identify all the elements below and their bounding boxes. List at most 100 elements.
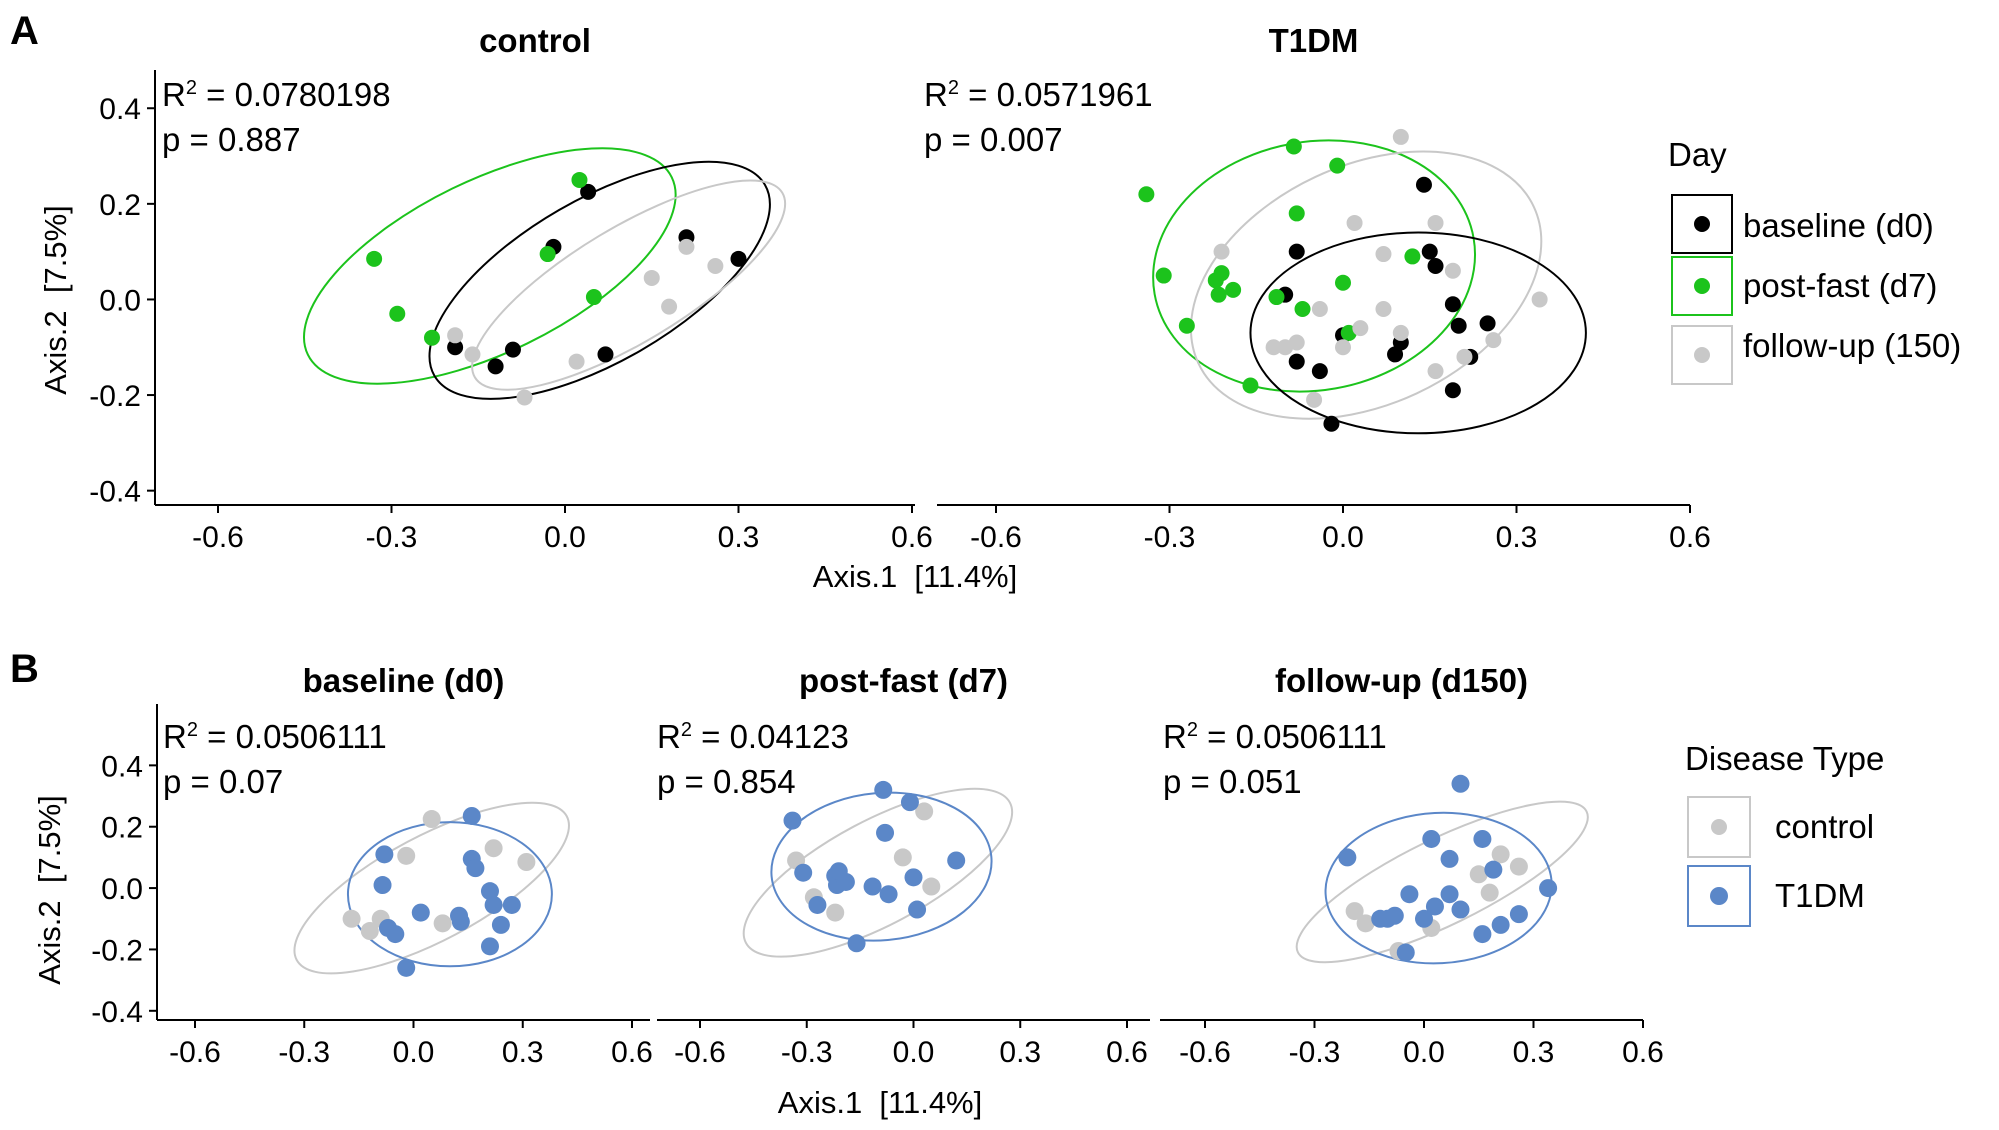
point-follow-up-150 [661,298,678,315]
ellipse-baseline [1249,231,1587,435]
point-follow-up-150 [707,257,724,274]
y-tick-label: 0.0 [99,284,141,317]
point-control [922,877,941,896]
stat-r2: R2 = 0.0780198 [162,76,391,113]
stat-p: p = 0.07 [163,763,283,800]
point-t1dm [1473,925,1492,944]
point-t1dm [1440,849,1459,868]
x-tick-label: 0.3 [999,1036,1041,1069]
point-control [1480,883,1499,902]
point-post-fast-d7 [539,246,556,263]
ellipse-baseline [428,160,771,400]
y-tick-label: -0.2 [91,934,143,967]
point-follow-up-150 [1392,128,1409,145]
point-baseline-d0 [597,346,614,363]
x-tick-label: -0.3 [366,521,418,554]
legend-label-post-fast: post-fast (d7) [1743,267,1937,304]
point-follow-up-150 [1311,301,1328,318]
point-control [397,846,416,865]
point-control [1345,902,1364,921]
point-post-fast-d7 [423,329,440,346]
point-t1dm [863,877,882,896]
point-follow-up-150 [1265,339,1282,356]
ellipse-followup [471,179,787,391]
point-follow-up-150 [1306,391,1323,408]
point-control [517,853,536,871]
point-control [1491,845,1510,864]
series-baseline-d0 [447,183,747,375]
point-follow-up-150 [1375,301,1392,318]
point-baseline-d0 [447,339,464,356]
point-control [433,914,452,933]
point-baseline-d0 [487,358,504,375]
point-t1dm [411,903,430,922]
point-follow-up-150 [1213,243,1230,260]
point-follow-up-150 [1531,291,1548,308]
point-follow-up-150 [1352,320,1369,337]
point-post-fast-d7 [1335,274,1351,291]
point-control [422,810,441,829]
legend-dot-follow-up [1694,347,1710,363]
point-follow-up-150 [447,327,464,344]
point-baseline-d0 [1288,353,1305,370]
x-tick-label: -0.6 [169,1036,221,1069]
point-baseline-d0 [1387,346,1404,363]
point-t1dm [450,906,469,925]
plot-baseline-d0: baseline (d0) -0.6 -0.3 0.0 0.3 0.6 0.4 0.2 0.0 -… [91,662,653,1069]
point-t1dm [876,823,895,842]
point-t1dm [1473,829,1492,848]
x-tick-label: -0.3 [278,1036,330,1069]
point-t1dm [1415,909,1433,928]
plot-title-t1dm: T1DM [1269,22,1359,59]
x-tick-label: -0.6 [970,521,1022,554]
y-axis-label-b: Axis.2 [7.5%] [32,795,67,985]
point-post-fast-d7 [1294,301,1311,318]
plot-title-post-fast-d7: post-fast (d7) [799,662,1008,699]
x-tick-label: -0.6 [192,521,244,554]
legend-dot-baseline [1694,216,1710,232]
point-baseline-d0 [504,341,521,358]
legend-dot-post-fast [1694,278,1710,294]
point-t1dm [462,806,481,825]
point-follow-up-150 [1427,214,1444,231]
point-post-fast-d7 [1242,377,1259,394]
point-post-fast-d7 [1155,267,1172,284]
point-t1dm [947,851,966,870]
x-tick-label: 0.0 [1322,521,1364,554]
point-t1dm [836,872,855,891]
legend-key-control [1687,796,1751,858]
legend-key-t1dm [1687,865,1751,927]
point-control [1469,865,1488,884]
point-t1dm [1385,906,1404,925]
point-baseline-d0 [1311,363,1328,380]
ellipse-t1dm [346,821,553,968]
point-baseline-d0 [580,183,597,200]
point-t1dm [1425,897,1444,916]
point-t1dm [466,859,485,878]
point-t1dm [1491,915,1510,934]
plot-title-control: control [479,22,591,59]
point-t1dm [397,958,416,977]
stat-r2: R2 = 0.0506111 [163,718,387,755]
x-axis-label-b: Axis.1 [11.4%] [778,1085,982,1120]
point-baseline-d0 [1444,296,1461,313]
point-t1dm [373,876,392,895]
point-post-fast-d7 [1329,157,1346,174]
x-tick-label: 0.6 [1106,1036,1148,1069]
point-post-fast-d7 [1288,205,1305,222]
point-follow-up-150 [1335,339,1351,356]
point-t1dm [1338,848,1357,867]
point-t1dm [908,900,927,919]
ellipse-postfast [303,147,677,385]
series-follow-up-150 [1213,128,1548,408]
ellipse-control [293,801,570,975]
point-post-fast-d7 [1210,286,1227,303]
y-tick-label: -0.4 [91,996,143,1029]
point-follow-up-150 [1375,246,1392,263]
x-tick-label: -0.3 [1144,521,1196,554]
point-t1dm [1396,943,1415,962]
legend-key-baseline [1671,194,1733,254]
x-tick-label: 0.6 [1669,521,1711,554]
ellipse-control [1295,800,1589,964]
